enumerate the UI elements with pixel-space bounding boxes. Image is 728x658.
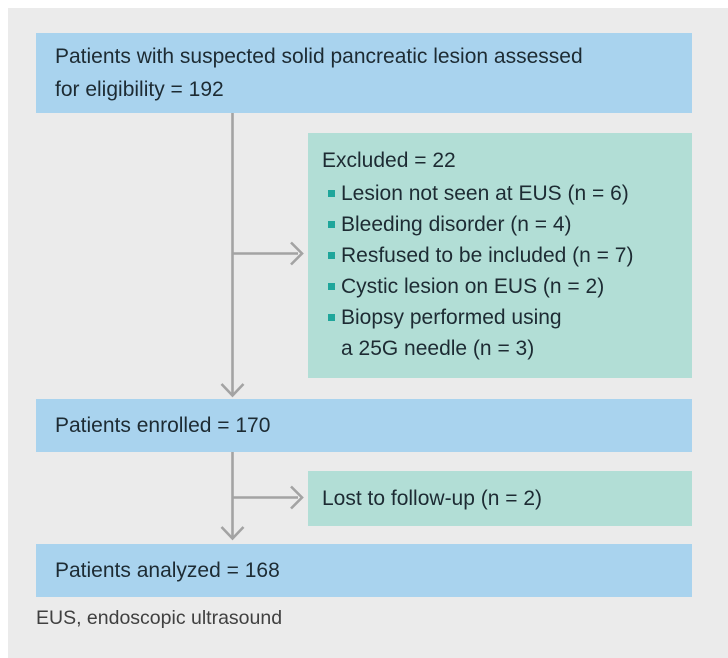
list-item-label-line-2: a 25G needle (n = 3) [341,337,535,360]
list-item: Resfused to be included (n = 7) [328,240,682,271]
assessed-line-1: Patients with suspected solid pancreatic… [55,45,583,68]
excluded-title: Excluded = 22 [322,149,456,172]
enrolled-label: Patients enrolled = 170 [55,413,271,437]
list-item-label-line-1: Biopsy performed using [341,306,562,329]
list-item: Lesion not seen at EUS (n = 6) [328,178,682,209]
excluded-list: Lesion not seen at EUS (n = 6) Bleeding … [322,178,682,364]
list-item-label: Lesion not seen at EUS (n = 6) [341,182,629,205]
square-bullet-icon [328,190,335,197]
flow-box-lost-to-follow-up: Lost to follow-up (n = 2) [308,471,692,526]
list-item-label: Cystic lesion on EUS (n = 2) [341,275,605,298]
square-bullet-icon [328,283,335,290]
abbreviation-footnote: EUS, endoscopic ultrasound [36,607,283,629]
assessed-line-2: for eligibility = 192 [55,78,224,101]
square-bullet-icon [328,314,335,321]
flow-box-excluded: Excluded = 22 Lesion not seen at EUS (n … [308,133,692,378]
list-item: Biopsy performed using a 25G needle (n =… [328,302,682,364]
flow-box-analyzed: Patients analyzed = 168 [36,544,692,597]
list-item: Bleeding disorder (n = 4) [328,209,682,240]
list-item-label: Resfused to be included (n = 7) [341,244,634,267]
analyzed-label: Patients analyzed = 168 [55,558,280,582]
lost-label: Lost to follow-up (n = 2) [322,486,543,510]
list-item: Cystic lesion on EUS (n = 2) [328,271,682,302]
square-bullet-icon [328,252,335,259]
flow-box-enrolled: Patients enrolled = 170 [36,399,692,452]
flow-box-assessed: Patients with suspected solid pancreatic… [36,33,692,113]
list-item-label: Bleeding disorder (n = 4) [341,213,572,236]
square-bullet-icon [328,221,335,228]
